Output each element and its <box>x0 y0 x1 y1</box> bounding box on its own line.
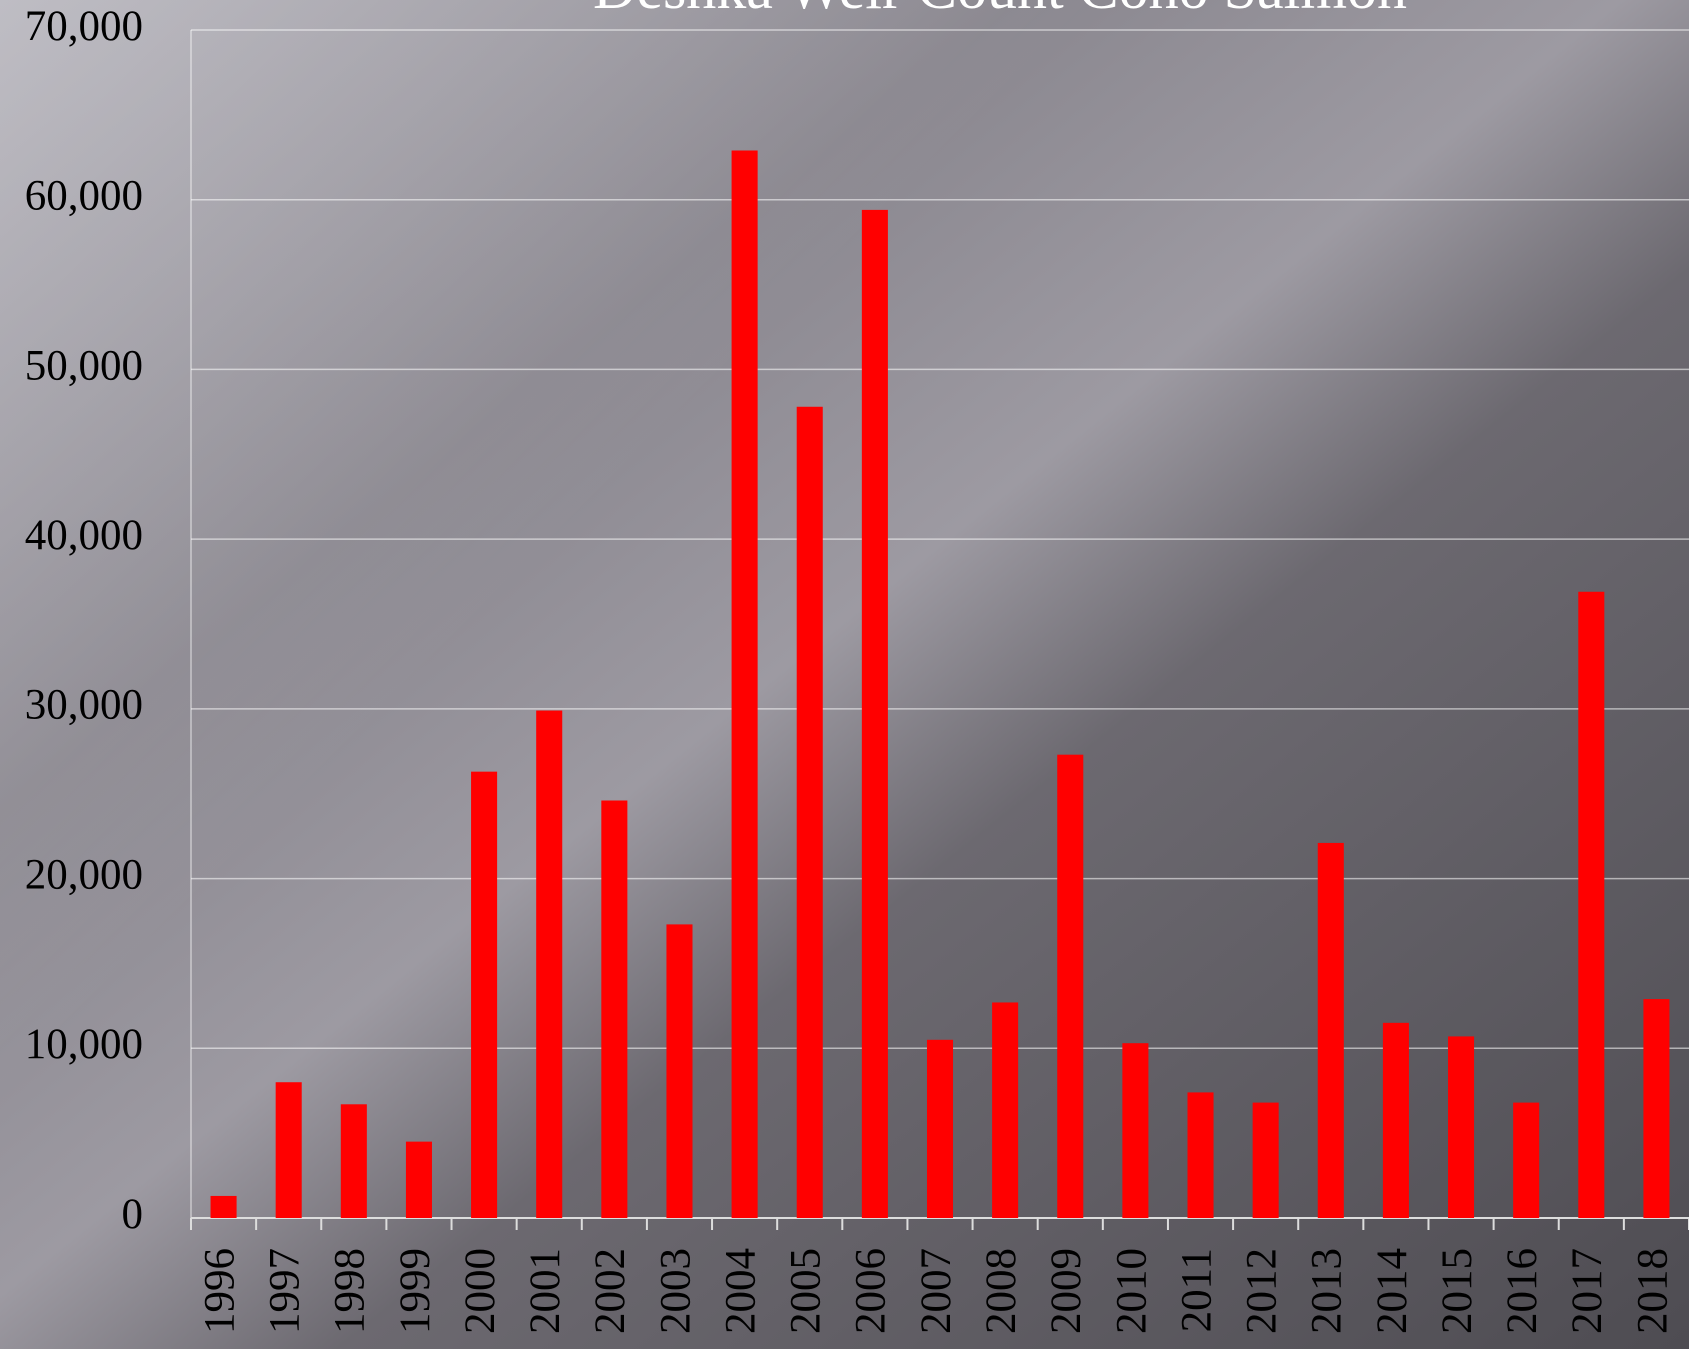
x-tick-label: 2011 <box>1173 1248 1220 1332</box>
x-tick-label: 2014 <box>1369 1248 1416 1334</box>
bar <box>1578 591 1605 1218</box>
x-tick-label: 1999 <box>392 1248 439 1334</box>
y-tick-label: 0 <box>122 1191 144 1238</box>
x-tick-label: 2002 <box>587 1248 634 1334</box>
y-tick-label: 60,000 <box>25 173 143 220</box>
y-tick-label: 40,000 <box>25 512 143 559</box>
bar <box>796 406 823 1218</box>
x-tick-label: 2009 <box>1043 1248 1090 1334</box>
bar <box>405 1141 432 1218</box>
bar <box>340 1104 367 1218</box>
x-tick-label: 2005 <box>783 1248 830 1334</box>
x-tick-label: 2007 <box>913 1248 960 1334</box>
bar <box>1057 754 1084 1218</box>
bar <box>1643 999 1670 1218</box>
x-tick-label: 2003 <box>652 1248 699 1334</box>
chart-title: Deshka Weir Count Coho Salmon <box>593 0 1407 21</box>
x-tick-label: 2001 <box>522 1248 569 1334</box>
bar <box>731 150 758 1218</box>
bar <box>992 1002 1019 1218</box>
y-tick-label: 30,000 <box>25 682 143 729</box>
bar <box>1252 1102 1279 1218</box>
bar <box>1317 842 1344 1218</box>
x-tick-label: 2004 <box>717 1248 764 1334</box>
x-tick-label: 2013 <box>1304 1248 1351 1334</box>
x-tick-label: 2000 <box>457 1248 504 1334</box>
x-tick-label: 2006 <box>848 1248 895 1334</box>
y-tick-label: 10,000 <box>25 1021 143 1068</box>
x-tick-label: 1996 <box>196 1248 243 1334</box>
x-tick-label: 1997 <box>262 1248 309 1334</box>
y-tick-label: 20,000 <box>25 851 143 898</box>
y-tick-label: 70,000 <box>25 3 143 50</box>
x-tick-label: 2018 <box>1629 1248 1676 1334</box>
bar <box>861 209 888 1218</box>
bar <box>471 771 498 1218</box>
bar <box>275 1082 302 1218</box>
x-tick-label: 2016 <box>1499 1248 1546 1334</box>
bar <box>926 1039 954 1218</box>
y-tick-label: 50,000 <box>25 342 143 389</box>
bar <box>1448 1036 1475 1218</box>
x-tick-label: 2015 <box>1434 1248 1481 1334</box>
bar <box>601 800 628 1218</box>
x-tick-label: 2012 <box>1239 1248 1286 1334</box>
bar <box>1382 1022 1409 1218</box>
bar <box>1187 1092 1214 1218</box>
bar <box>1513 1102 1540 1218</box>
x-tick-label: 2008 <box>978 1248 1025 1334</box>
x-tick-label: 1998 <box>327 1248 374 1334</box>
bar <box>1122 1043 1149 1218</box>
x-tick-label: 2017 <box>1564 1248 1611 1334</box>
bar <box>210 1195 237 1218</box>
x-tick-label: 2010 <box>1108 1248 1155 1334</box>
bar <box>666 924 693 1218</box>
bar <box>536 710 563 1218</box>
